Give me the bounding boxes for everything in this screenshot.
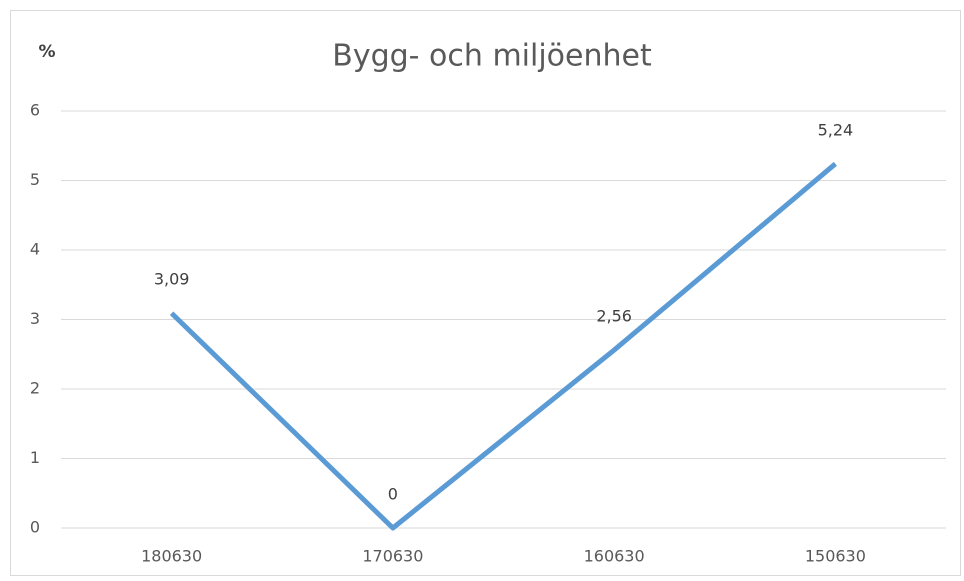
chart-title: Bygg- och miljöenhet	[332, 39, 652, 74]
data-label: 2,56	[596, 307, 632, 326]
x-tick-label: 150630	[805, 547, 866, 566]
y-tick-label: 0	[30, 518, 40, 537]
y-tick-label: 1	[30, 448, 40, 467]
x-tick-label: 170630	[362, 547, 423, 566]
y-axis-label: %	[38, 42, 55, 62]
chart-frame	[10, 10, 961, 576]
x-tick-label: 180630	[141, 547, 202, 566]
data-label: 5,24	[818, 120, 854, 139]
data-label: 0	[388, 485, 398, 504]
data-label: 3,09	[154, 270, 190, 289]
y-tick-label: 4	[30, 240, 40, 259]
data-line	[169, 161, 837, 531]
y-tick-label: 3	[30, 309, 40, 328]
y-tick-label: 2	[30, 379, 40, 398]
x-tick-label: 160630	[584, 547, 645, 566]
y-tick-label: 6	[30, 101, 40, 120]
y-tick-label: 5	[30, 170, 40, 189]
